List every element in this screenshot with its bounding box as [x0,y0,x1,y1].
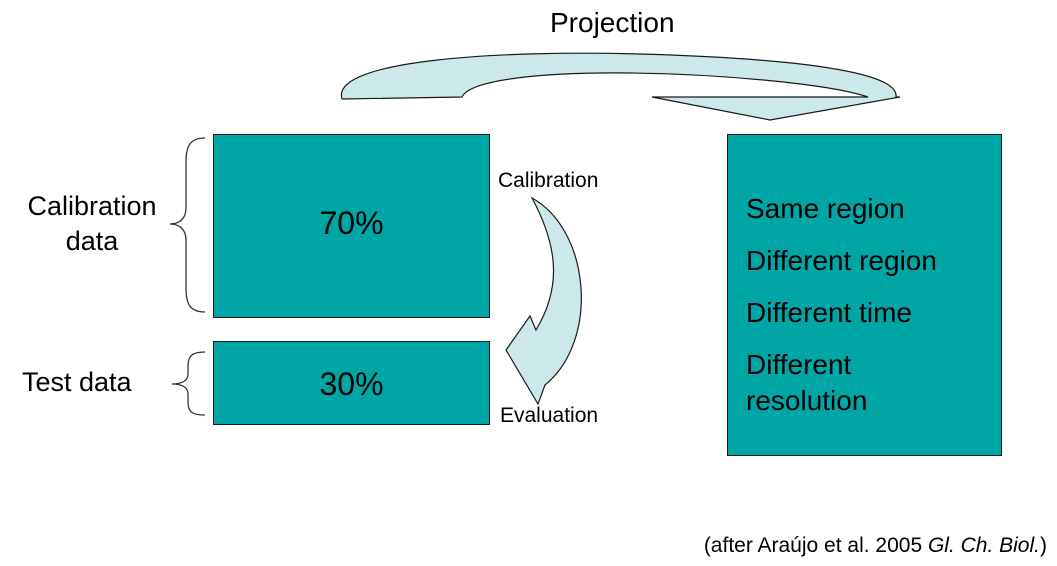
projection-target-different-region: Different region [746,245,937,276]
calibration-box: 70% [213,134,490,318]
projection-box: Same region Different region Different t… [727,134,1002,456]
citation-prefix: (after Araújo et al. 2005 [703,534,928,557]
projection-target-different-time: Different time [746,297,912,328]
calibration-arrow-label: Calibration [498,169,599,192]
test-data-label: Test data [22,367,132,397]
projection-title: Projection [550,7,675,38]
calibration-percent: 70% [319,205,384,241]
projection-target-different-resolution: Different resolution [746,349,868,416]
test-box: 30% [213,341,490,425]
citation-journal: Gl. Ch. Biol. [927,534,1040,557]
calibration-evaluation-arrow [505,196,582,406]
test-percent: 30% [319,366,384,402]
calibration-brace [169,137,206,313]
projection-arrow [340,52,901,121]
citation: (after Araújo et al. 2005 Gl. Ch. Biol.) [704,534,1047,558]
calibration-data-label: Calibration data [27,191,157,256]
evaluation-arrow-label: Evaluation [500,404,599,427]
projection-target-list: Same region Different region Different t… [746,191,937,435]
projection-target-same-region: Same region [746,193,905,224]
test-brace [171,351,206,416]
citation-suffix: ) [1040,534,1047,557]
